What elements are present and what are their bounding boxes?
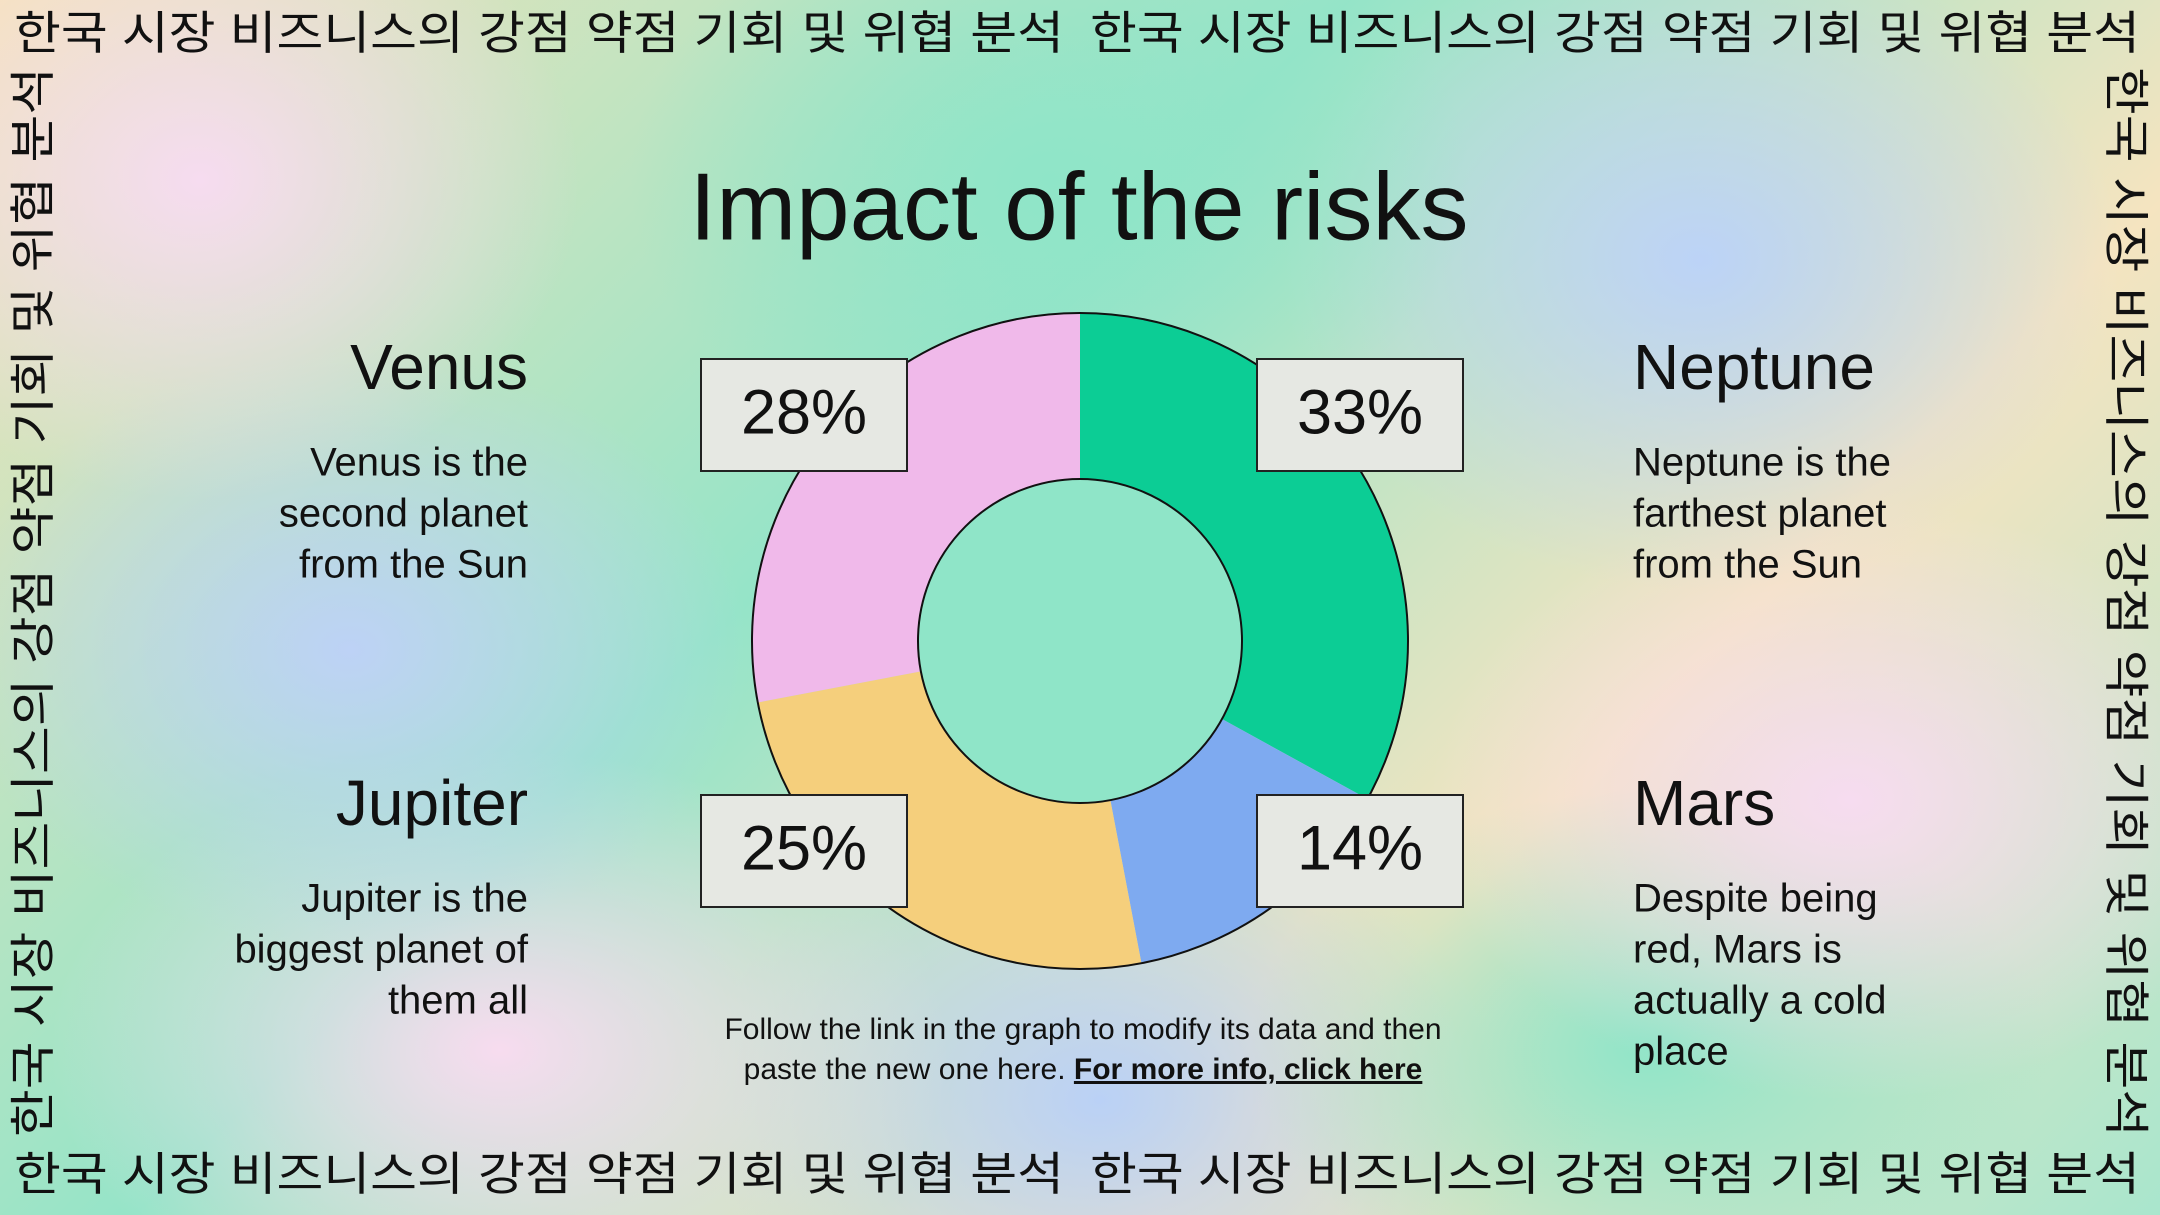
border-text: 한국 시장 비즈니스의 강점 약점 기회 및 위협 분석 [14, 7, 1064, 59]
value-label-box [700, 358, 908, 472]
value-label: 14% [1297, 814, 1423, 884]
value-label: 28% [741, 378, 867, 448]
value-label: 25% [741, 814, 867, 884]
description-line: second planet [279, 492, 528, 536]
footer-link[interactable]: For more info, click here [1074, 1053, 1422, 1086]
legend-heading: Mars [1633, 767, 1775, 839]
description-line: from the Sun [299, 543, 528, 587]
description-line: from the Sun [1633, 543, 1862, 587]
space [1066, 1053, 1074, 1086]
description-line: Venus is the [310, 441, 528, 485]
value-label-box [700, 794, 908, 908]
border-text: 한국 시장 비즈니스의 강점 약점 기회 및 위협 분석 [1090, 1148, 2140, 1200]
description-line: Neptune is the [1633, 441, 1891, 485]
border-text: 한국 시장 비즈니스의 강점 약점 기회 및 위협 분석 [2100, 67, 2152, 1137]
chart-title: Impact of the risks [690, 153, 1469, 260]
description-line: Despite being [1633, 877, 1878, 921]
description-line: red, Mars is [1633, 928, 1842, 972]
border-text: 한국 시장 비즈니스의 강점 약점 기회 및 위협 분석 [14, 1148, 1064, 1200]
description-line: place [1633, 1030, 1729, 1074]
description-line: them all [388, 979, 528, 1023]
description-line: farthest planet [1633, 492, 1887, 536]
legend-heading: Venus [350, 331, 528, 403]
legend-heading: Neptune [1633, 331, 1875, 403]
border-text: 한국 시장 비즈니스의 강점 약점 기회 및 위협 분석 [1090, 7, 2140, 59]
description-line: biggest planet of [234, 928, 528, 972]
donut-segment [1110, 719, 1368, 964]
border-text: 한국 시장 비즈니스의 강점 약점 기회 및 위협 분석 [7, 67, 59, 1137]
footer-text: paste the new one here. For more info, c… [744, 1053, 1423, 1086]
donut-hole [917, 478, 1243, 804]
footer-text: paste the new one here. [744, 1053, 1066, 1086]
value-label: 33% [1297, 378, 1423, 448]
legend-heading: Jupiter [336, 767, 528, 839]
footer-text: Follow the link in the graph to modify i… [724, 1013, 1441, 1046]
donut-outline [751, 312, 1409, 970]
value-label-box [1256, 358, 1464, 472]
description-line: actually a cold [1633, 979, 1886, 1023]
value-label-box [1256, 794, 1464, 908]
donut-segment [751, 313, 1080, 703]
donut-segment [757, 671, 1142, 970]
description-line: Jupiter is the [301, 877, 528, 921]
